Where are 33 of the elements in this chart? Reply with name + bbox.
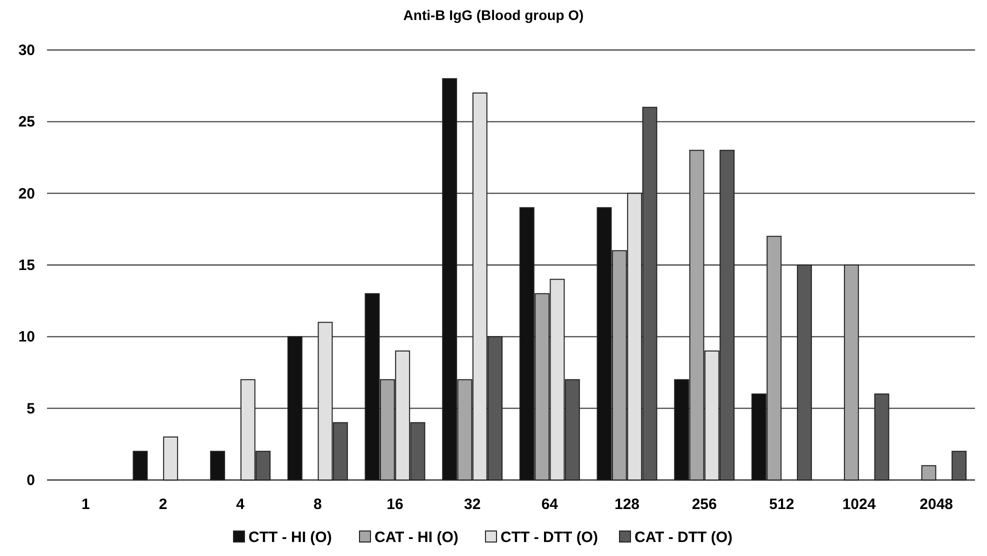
x-tick-label: 16 <box>386 496 404 513</box>
x-tick-label: 2048 <box>920 496 954 513</box>
y-tick-label: 15 <box>18 257 35 274</box>
y-tick-label: 20 <box>18 185 35 202</box>
x-tick-label: 8 <box>313 496 322 513</box>
bar <box>874 394 890 480</box>
x-tick-label: 32 <box>464 496 481 513</box>
y-tick-label: 30 <box>18 42 35 59</box>
x-tick-label: 128 <box>614 496 640 513</box>
bar <box>921 465 936 480</box>
legend-label: CTT - DTT (O) <box>500 529 598 546</box>
legend-label: CTT - HI (O) <box>248 529 332 546</box>
bar <box>952 450 967 480</box>
chart-title: Anti-B IgG (Blood group O) <box>403 7 584 23</box>
x-tick-label: 512 <box>769 496 794 513</box>
y-tick-label: 5 <box>26 400 35 418</box>
x-tick-label: 64 <box>541 496 559 513</box>
legend-label: CAT - DTT (O) <box>634 529 733 546</box>
x-tick-label: 256 <box>692 496 717 513</box>
bar <box>210 450 226 480</box>
bar <box>796 264 812 480</box>
legend-label: CAT - HI (O) <box>374 529 458 546</box>
bar <box>163 436 178 480</box>
bar <box>287 336 302 480</box>
x-tick-label: 2 <box>158 496 168 513</box>
bar <box>132 450 148 480</box>
x-tick-label: 1 <box>81 496 90 513</box>
y-tick-label: 0 <box>26 472 35 489</box>
x-tick-label: 4 <box>236 496 246 513</box>
x-tick-label: 1024 <box>842 496 876 513</box>
y-tick-label: 25 <box>18 114 35 131</box>
bar <box>844 264 859 480</box>
y-tick-label: 10 <box>18 328 35 346</box>
